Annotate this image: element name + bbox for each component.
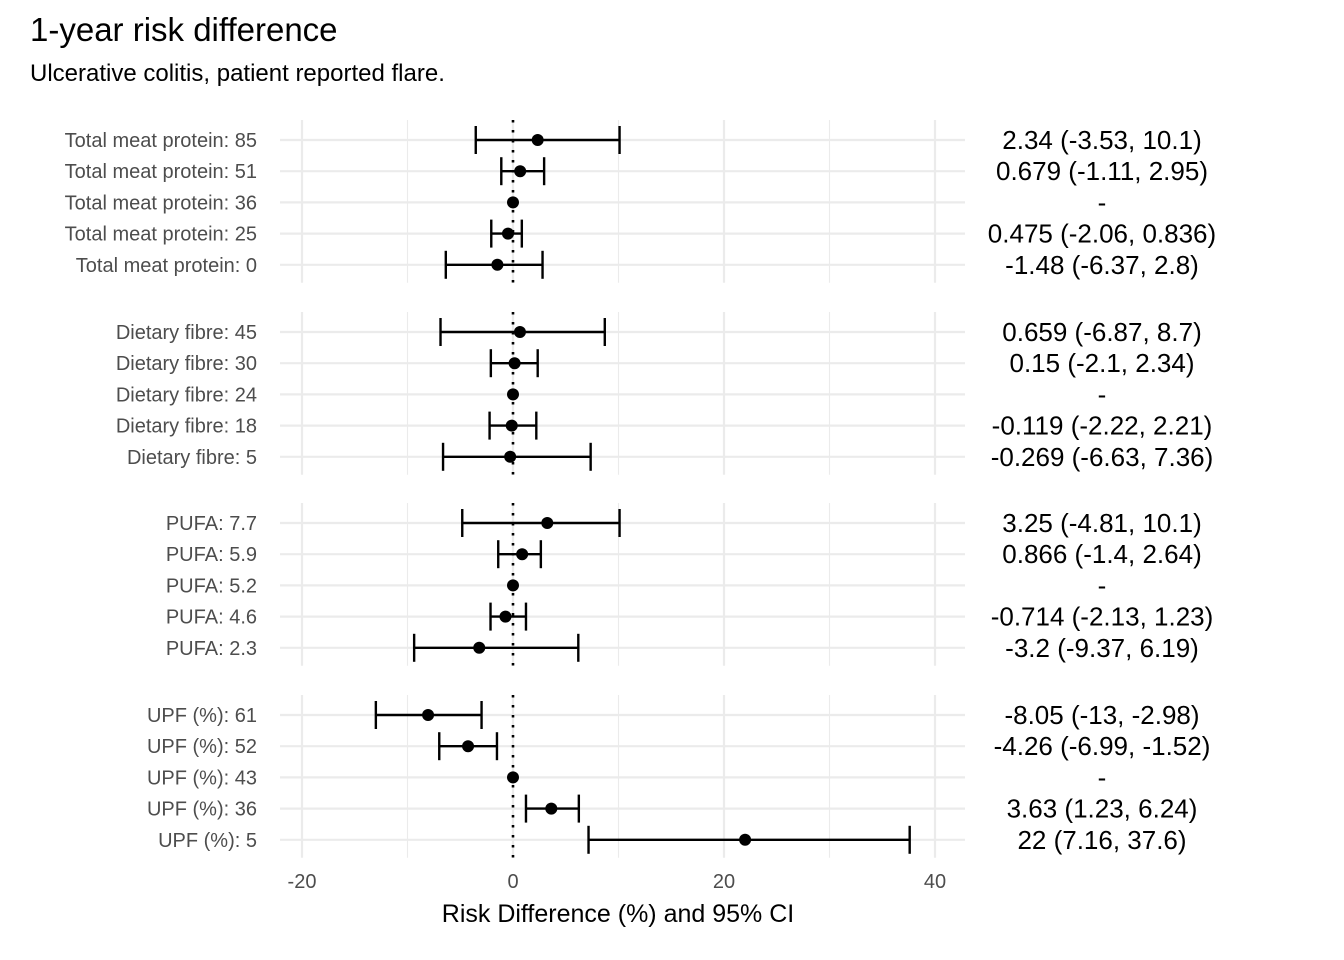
estimate-annotation: -	[1098, 379, 1107, 409]
estimate-annotation: 0.15 (-2.1, 2.34)	[1010, 348, 1195, 378]
y-tick-label: UPF (%): 43	[147, 767, 257, 789]
y-tick-label: PUFA: 7.7	[166, 513, 257, 535]
estimate-annotation: 0.679 (-1.11, 2.95)	[996, 156, 1208, 186]
estimate-annotation: -4.26 (-6.99, -1.52)	[994, 731, 1211, 761]
y-tick-label: Total meat protein: 51	[65, 161, 257, 183]
marks-layer	[374, 126, 911, 854]
point-estimate	[541, 517, 554, 529]
point-estimate	[507, 579, 519, 592]
x-tick-label: -20	[288, 871, 317, 893]
y-tick-label: Dietary fibre: 24	[116, 384, 257, 406]
y-tick-label: Total meat protein: 36	[65, 192, 257, 214]
y-tick-label: Dietary fibre: 18	[116, 416, 257, 438]
estimate-annotation: 2.34 (-3.53, 10.1)	[1002, 125, 1201, 155]
y-tick-label: Dietary fibre: 30	[116, 353, 257, 375]
y-tick-label: UPF (%): 52	[147, 736, 257, 758]
x-axis: -20 0 20 40	[288, 871, 947, 893]
annotation-layer: 2.34 (-3.53, 10.1)0.679 (-1.11, 2.95)-0.…	[988, 125, 1216, 855]
point-estimate	[545, 802, 558, 815]
estimate-annotation: -	[1098, 187, 1107, 217]
estimate-annotation: -8.05 (-13, -2.98)	[1004, 700, 1199, 730]
estimate-annotation: -0.269 (-6.63, 7.36)	[991, 442, 1214, 472]
estimate-annotation: -1.48 (-6.37, 2.8)	[1005, 250, 1199, 280]
point-estimate	[504, 450, 517, 463]
y-axis-labels: Total meat protein: 85 Total meat protein…	[65, 130, 257, 852]
estimate-annotation: 22 (7.16, 37.6)	[1017, 825, 1186, 855]
point-estimate	[507, 388, 519, 401]
point-estimate	[462, 740, 475, 753]
point-estimate	[531, 134, 544, 146]
y-tick-label: Total meat protein: 25	[65, 224, 257, 246]
point-estimate	[499, 610, 512, 623]
point-estimate	[501, 227, 514, 240]
y-tick-label: PUFA: 5.9	[166, 544, 257, 566]
estimate-annotation: 0.475 (-2.06, 0.836)	[988, 219, 1216, 249]
error-bar	[461, 509, 621, 537]
y-tick-label: Total meat protein: 85	[65, 130, 257, 152]
estimate-annotation: 0.659 (-6.87, 8.7)	[1002, 317, 1201, 347]
point-estimate	[473, 641, 486, 654]
point-estimate	[513, 326, 526, 338]
chart-subtitle: Ulcerative colitis, patient reported fla…	[30, 60, 445, 87]
error-bar	[412, 633, 580, 662]
estimate-annotation: -3.2 (-9.37, 6.19)	[1005, 633, 1199, 663]
estimate-annotation: -	[1098, 570, 1107, 600]
grid-layer	[280, 120, 965, 858]
estimate-annotation: -0.119 (-2.22, 2.21)	[992, 411, 1213, 441]
point-estimate	[514, 165, 527, 178]
point-estimate	[507, 771, 519, 784]
y-tick-label: PUFA: 5.2	[166, 575, 257, 597]
y-tick-label: UPF (%): 5	[158, 830, 257, 852]
y-tick-label: UPF (%): 61	[147, 705, 257, 727]
estimate-annotation: -	[1098, 762, 1107, 792]
y-tick-label: PUFA: 4.6	[166, 607, 257, 629]
point-estimate	[508, 357, 521, 370]
estimate-annotation: 3.25 (-4.81, 10.1)	[1002, 508, 1201, 538]
point-estimate	[422, 709, 435, 721]
chart-title: 1-year risk difference	[30, 11, 338, 48]
estimate-annotation: 3.63 (1.23, 6.24)	[1007, 794, 1198, 824]
point-estimate	[505, 419, 518, 432]
y-tick-label: Dietary fibre: 45	[116, 322, 257, 344]
point-estimate	[491, 258, 504, 271]
y-tick-label: Dietary fibre: 5	[127, 447, 257, 469]
point-estimate	[507, 196, 519, 209]
error-bar	[474, 126, 621, 154]
error-bar	[441, 442, 592, 471]
point-estimate	[516, 548, 529, 561]
x-axis-title: Risk Difference (%) and 95% CI	[442, 900, 794, 928]
estimate-annotation: 0.866 (-1.4, 2.64)	[1002, 539, 1201, 569]
estimate-annotation: -0.714 (-2.13, 1.23)	[991, 602, 1214, 632]
y-tick-label: Total meat protein: 0	[76, 255, 257, 277]
point-estimate	[739, 833, 752, 846]
y-tick-label: UPF (%): 36	[147, 799, 257, 821]
x-tick-label: 0	[507, 871, 518, 893]
x-tick-label: 40	[924, 871, 946, 893]
x-tick-label: 20	[713, 871, 735, 893]
y-tick-label: PUFA: 2.3	[166, 638, 257, 660]
